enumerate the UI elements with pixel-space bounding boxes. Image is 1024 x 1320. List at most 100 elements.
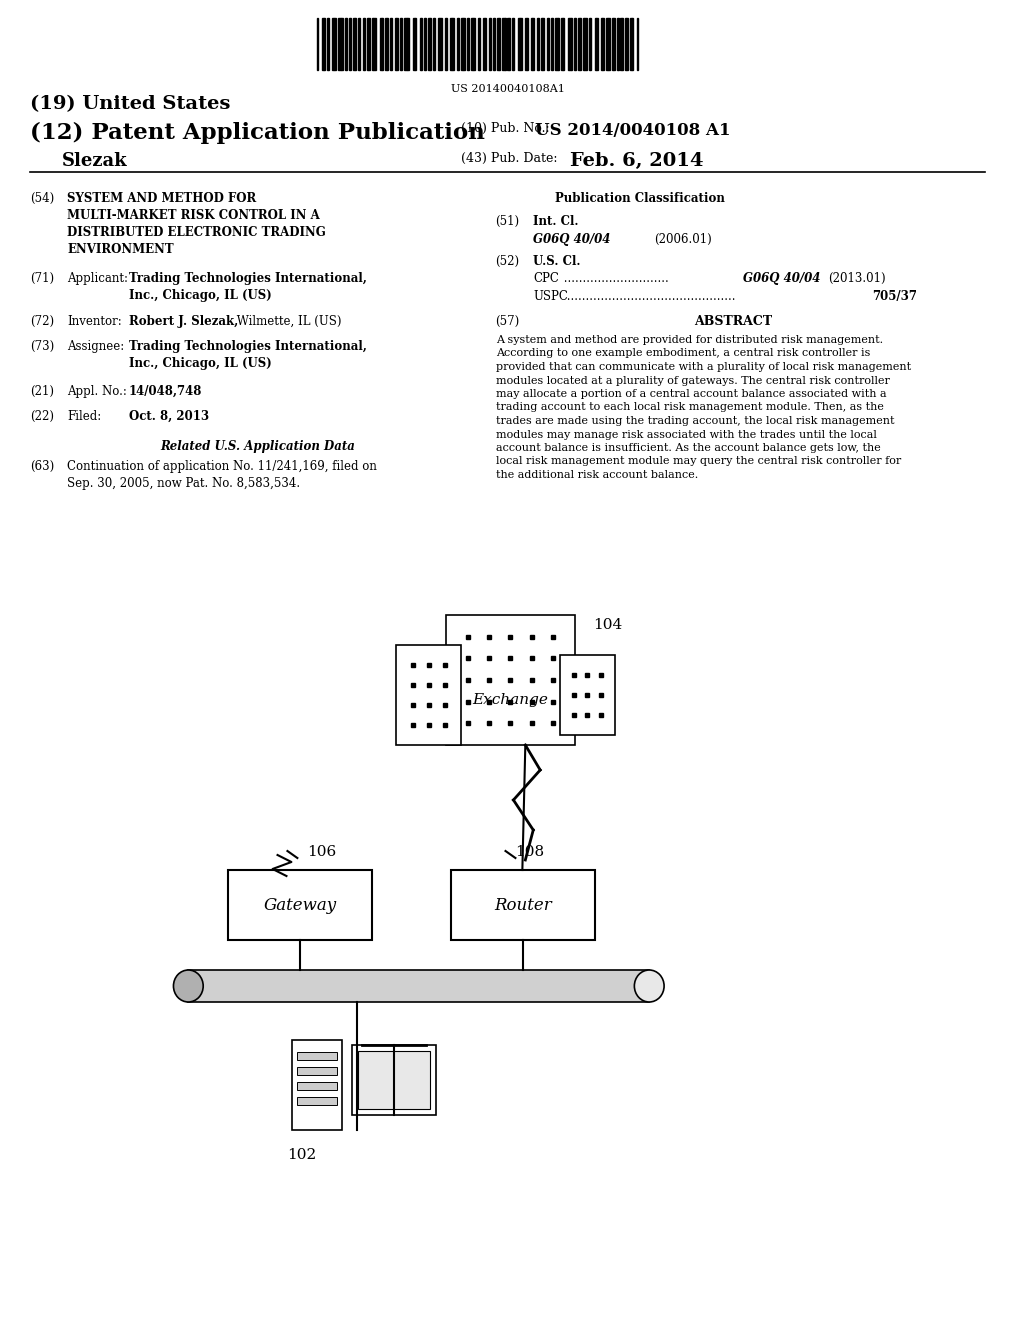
Text: ............................: ............................ xyxy=(560,272,673,285)
Bar xyxy=(353,18,355,70)
Text: Publication Classification: Publication Classification xyxy=(555,191,725,205)
Bar xyxy=(297,1097,337,1105)
Bar xyxy=(341,18,343,70)
Text: account balance is insufficient. As the account balance gets low, the: account balance is insufficient. As the … xyxy=(496,444,881,453)
Bar xyxy=(297,1082,337,1090)
Bar xyxy=(518,18,520,70)
Bar xyxy=(473,18,475,70)
Text: Feb. 6, 2014: Feb. 6, 2014 xyxy=(570,152,703,170)
Text: A system and method are provided for distributed risk management.: A system and method are provided for dis… xyxy=(496,335,883,345)
Text: 108: 108 xyxy=(515,845,545,859)
Bar xyxy=(461,18,463,70)
Bar xyxy=(631,18,633,70)
Bar xyxy=(621,18,623,70)
Bar xyxy=(450,18,452,70)
Bar xyxy=(520,18,522,70)
Text: According to one example embodiment, a central risk controller is: According to one example embodiment, a c… xyxy=(496,348,870,359)
Text: (43) Pub. Date:: (43) Pub. Date: xyxy=(461,152,557,165)
Text: 106: 106 xyxy=(307,845,337,859)
Text: SYSTEM AND METHOD FOR
MULTI-MARKET RISK CONTROL IN A
DISTRIBUTED ELECTRONIC TRAD: SYSTEM AND METHOD FOR MULTI-MARKET RISK … xyxy=(68,191,327,256)
Text: modules may manage risk associated with the trades until the local: modules may manage risk associated with … xyxy=(496,429,877,440)
Bar xyxy=(396,645,461,744)
Text: USPC: USPC xyxy=(534,290,568,304)
Bar xyxy=(561,18,563,70)
Text: G06Q 40/04: G06Q 40/04 xyxy=(534,234,610,246)
Bar xyxy=(605,18,607,70)
Bar xyxy=(532,18,535,70)
Bar xyxy=(396,18,398,70)
Text: (2006.01): (2006.01) xyxy=(654,234,712,246)
Text: (2013.01): (2013.01) xyxy=(827,272,886,285)
Bar xyxy=(578,18,580,70)
Text: (63): (63) xyxy=(30,459,54,473)
Bar xyxy=(446,615,574,744)
Text: Slezak: Slezak xyxy=(61,152,127,170)
Text: (22): (22) xyxy=(30,411,53,422)
Bar xyxy=(373,18,376,70)
Text: the additional risk account balance.: the additional risk account balance. xyxy=(496,470,697,480)
Text: Router: Router xyxy=(494,896,552,913)
Text: Filed:: Filed: xyxy=(68,411,101,422)
Bar xyxy=(332,18,334,70)
Text: Wilmette, IL (US): Wilmette, IL (US) xyxy=(232,315,341,327)
Bar xyxy=(471,18,473,70)
Text: Assignee:: Assignee: xyxy=(68,341,125,352)
Text: ABSTRACT: ABSTRACT xyxy=(694,315,772,327)
Text: (51): (51) xyxy=(496,215,520,228)
Text: Trading Technologies International,
Inc., Chicago, IL (US): Trading Technologies International, Inc.… xyxy=(129,341,367,370)
Text: trades are made using the trading account, the local risk management: trades are made using the trading accoun… xyxy=(496,416,894,426)
Bar xyxy=(368,18,370,70)
Text: Appl. No.:: Appl. No.: xyxy=(68,385,127,399)
Bar xyxy=(297,1067,337,1074)
Text: (72): (72) xyxy=(30,315,54,327)
Text: (19) United States: (19) United States xyxy=(30,95,230,114)
Bar xyxy=(380,18,382,70)
Bar xyxy=(293,1040,342,1130)
Ellipse shape xyxy=(634,970,665,1002)
Bar xyxy=(334,18,336,70)
Bar xyxy=(497,18,499,70)
Text: .............................................: ........................................… xyxy=(563,290,735,304)
Text: (71): (71) xyxy=(30,272,54,285)
Bar xyxy=(607,18,609,70)
Bar xyxy=(502,18,505,70)
Bar xyxy=(297,1052,337,1060)
Bar xyxy=(428,18,430,70)
Bar xyxy=(228,870,372,940)
Bar xyxy=(188,970,649,1002)
Bar xyxy=(439,18,442,70)
Text: Inventor:: Inventor: xyxy=(68,315,122,327)
Text: (21): (21) xyxy=(30,385,53,399)
Bar xyxy=(385,18,387,70)
Bar xyxy=(408,18,410,70)
Text: Continuation of application No. 11/241,169, filed on
Sep. 30, 2005, now Pat. No.: Continuation of application No. 11/241,1… xyxy=(68,459,377,490)
Text: Gateway: Gateway xyxy=(263,896,337,913)
Text: (57): (57) xyxy=(496,315,520,327)
Text: trading account to each local risk management module. Then, as the: trading account to each local risk manag… xyxy=(496,403,884,412)
Text: may allocate a portion of a central account balance associated with a: may allocate a portion of a central acco… xyxy=(496,389,886,399)
Text: (12) Patent Application Publication: (12) Patent Application Publication xyxy=(30,121,484,144)
Bar xyxy=(414,18,416,70)
Text: US 20140040108A1: US 20140040108A1 xyxy=(451,84,564,94)
Bar xyxy=(596,18,598,70)
Text: Exchange: Exchange xyxy=(472,693,549,708)
Text: 14/048,748: 14/048,748 xyxy=(129,385,202,399)
Text: (73): (73) xyxy=(30,341,54,352)
Text: provided that can communicate with a plurality of local risk management: provided that can communicate with a plu… xyxy=(496,362,910,372)
Bar xyxy=(338,18,341,70)
Text: CPC: CPC xyxy=(534,272,559,285)
Bar xyxy=(627,18,629,70)
Text: Trading Technologies International,
Inc., Chicago, IL (US): Trading Technologies International, Inc.… xyxy=(129,272,367,302)
Bar xyxy=(560,655,614,735)
Text: (54): (54) xyxy=(30,191,54,205)
Text: Oct. 8, 2013: Oct. 8, 2013 xyxy=(129,411,209,422)
Bar xyxy=(555,18,558,70)
Bar xyxy=(568,18,571,70)
Bar xyxy=(584,18,587,70)
Text: US 2014/0040108 A1: US 2014/0040108 A1 xyxy=(536,121,731,139)
Text: 104: 104 xyxy=(593,618,622,632)
Text: Related U.S. Application Data: Related U.S. Application Data xyxy=(161,440,355,453)
Text: modules located at a plurality of gateways. The central risk controller: modules located at a plurality of gatewa… xyxy=(496,375,890,385)
Bar xyxy=(323,18,325,70)
Bar xyxy=(357,1051,430,1109)
